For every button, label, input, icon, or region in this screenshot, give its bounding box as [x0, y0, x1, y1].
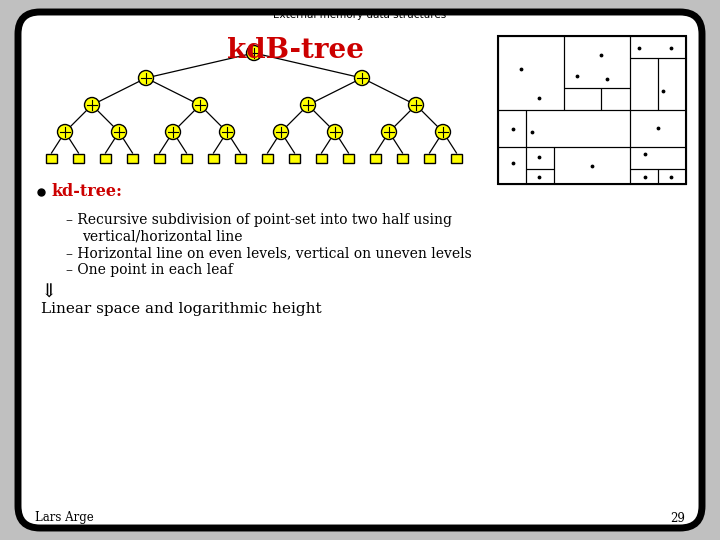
Bar	[154, 153, 165, 163]
Bar	[100, 153, 111, 163]
Bar	[498, 147, 526, 184]
Bar	[564, 36, 629, 88]
Bar	[526, 110, 629, 147]
Text: kd-tree:: kd-tree:	[51, 184, 122, 200]
Text: – Recursive subdivision of point-set into two half using: – Recursive subdivision of point-set int…	[66, 213, 452, 227]
Circle shape	[166, 125, 181, 139]
Text: ⇓: ⇓	[41, 284, 58, 302]
Circle shape	[436, 125, 451, 139]
Circle shape	[354, 71, 369, 85]
Bar	[397, 153, 408, 163]
Circle shape	[138, 71, 153, 85]
Bar	[629, 36, 686, 58]
Bar	[208, 153, 219, 163]
Bar	[127, 153, 138, 163]
Bar	[181, 153, 192, 163]
Bar	[629, 147, 686, 169]
Bar	[316, 153, 327, 163]
Bar	[629, 58, 658, 110]
Bar	[629, 169, 658, 184]
Text: kdB-tree: kdB-tree	[227, 37, 364, 64]
Circle shape	[112, 125, 127, 139]
Bar	[658, 58, 686, 110]
Bar	[658, 169, 686, 184]
Bar	[564, 88, 601, 110]
Text: vertical/horizontal line: vertical/horizontal line	[82, 229, 243, 243]
Circle shape	[300, 98, 315, 112]
Text: 29: 29	[670, 511, 685, 524]
Text: Linear space and logarithmic height: Linear space and logarithmic height	[41, 302, 322, 316]
Bar	[526, 147, 554, 169]
Circle shape	[84, 98, 99, 112]
Circle shape	[246, 45, 261, 60]
Bar	[343, 153, 354, 163]
Circle shape	[382, 125, 397, 139]
Bar	[73, 153, 84, 163]
FancyBboxPatch shape	[18, 12, 702, 528]
Bar	[235, 153, 246, 163]
Text: – One point in each leaf: – One point in each leaf	[66, 263, 233, 277]
Circle shape	[328, 125, 343, 139]
Text: Lars Arge: Lars Arge	[35, 511, 94, 524]
Circle shape	[192, 98, 207, 112]
Circle shape	[408, 98, 423, 112]
Bar	[629, 110, 686, 147]
Bar	[498, 36, 564, 110]
Bar	[554, 147, 629, 184]
Bar	[526, 169, 554, 184]
Circle shape	[58, 125, 73, 139]
Text: External memory data structures: External memory data structures	[274, 10, 446, 20]
Circle shape	[220, 125, 235, 139]
Bar	[289, 153, 300, 163]
Bar	[370, 153, 381, 163]
Bar	[498, 110, 526, 147]
Text: – Horizontal line on even levels, vertical on uneven levels: – Horizontal line on even levels, vertic…	[66, 246, 472, 260]
Circle shape	[274, 125, 289, 139]
Bar	[424, 153, 435, 163]
Bar	[601, 88, 629, 110]
Bar	[451, 153, 462, 163]
Bar	[262, 153, 273, 163]
Bar	[498, 36, 686, 184]
Bar	[46, 153, 57, 163]
